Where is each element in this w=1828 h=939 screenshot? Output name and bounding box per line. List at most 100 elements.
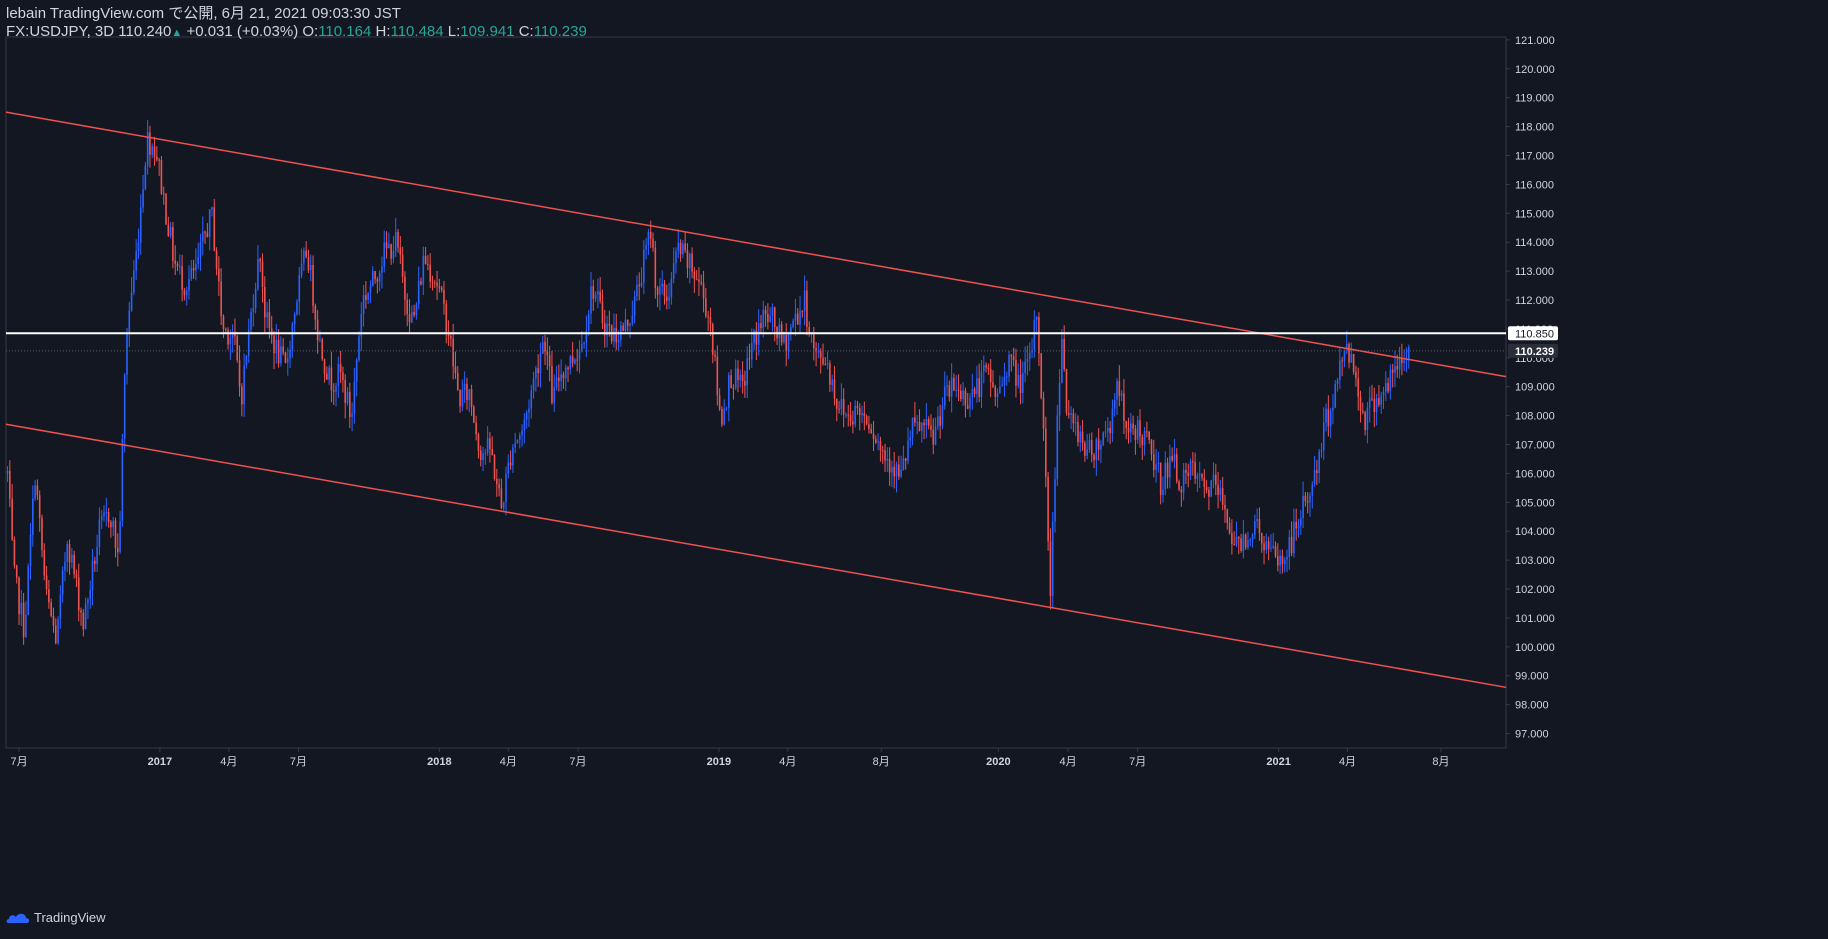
candle: [114, 520, 117, 548]
candle: [1173, 454, 1176, 461]
candle: [259, 259, 262, 262]
candle: [1146, 431, 1148, 433]
candle: [229, 338, 232, 345]
trendline-lower[interactable]: [5, 423, 1507, 689]
candle: [682, 243, 684, 255]
candle: [1005, 376, 1008, 378]
candle: [992, 382, 994, 387]
tradingview-brand[interactable]: TradingView: [6, 910, 106, 925]
candle: [82, 612, 85, 630]
candle: [234, 333, 236, 337]
price-tick-label: 109.000: [1515, 382, 1555, 394]
low-value: 109.941: [460, 23, 515, 40]
candle: [1244, 534, 1247, 548]
candle: [1159, 462, 1162, 496]
candle: [996, 393, 999, 398]
candle: [558, 377, 560, 382]
candle: [1387, 383, 1389, 392]
candle: [569, 356, 572, 370]
candle: [698, 279, 700, 282]
candle: [1189, 461, 1192, 476]
candle: [1008, 354, 1010, 377]
candle: [987, 367, 990, 369]
candle: [955, 389, 958, 391]
time-tick-label: 4月: [1059, 756, 1076, 768]
candle: [309, 265, 312, 271]
candle: [796, 313, 799, 325]
candle: [852, 421, 854, 425]
candle: [1364, 412, 1366, 430]
candle: [930, 425, 932, 430]
price-label-box: [1508, 343, 1558, 358]
candle: [1166, 462, 1169, 478]
candle: [9, 470, 11, 499]
candle: [38, 495, 41, 518]
candle: [934, 426, 937, 445]
candle: [617, 339, 620, 343]
candle: [185, 290, 188, 296]
candle: [22, 602, 25, 637]
candle: [803, 290, 806, 312]
candle: [688, 253, 691, 269]
candle: [174, 260, 177, 264]
candle: [1182, 469, 1185, 493]
candle: [1152, 454, 1155, 470]
candle: [231, 333, 234, 339]
candle: [1295, 521, 1298, 529]
low-label: L:: [447, 23, 461, 40]
candle: [1079, 431, 1082, 443]
candle: [332, 390, 335, 392]
price-tick-label: 104.000: [1515, 526, 1555, 538]
candle: [932, 429, 935, 445]
candle: [87, 599, 89, 604]
candle: [424, 255, 427, 265]
candle: [215, 250, 218, 269]
candle: [578, 350, 581, 360]
price-tick-label: 113.000: [1515, 266, 1554, 278]
candle: [755, 330, 758, 345]
candle: [835, 398, 838, 409]
candle: [643, 249, 645, 283]
candle: [507, 462, 510, 475]
candle: [337, 364, 340, 386]
candle: [273, 335, 275, 354]
cloud-logo-icon: [6, 913, 30, 923]
candle: [1251, 534, 1254, 540]
candle: [1350, 353, 1353, 363]
candle: [394, 232, 397, 252]
candle: [1327, 408, 1330, 427]
candle: [638, 284, 641, 287]
candle: [91, 560, 94, 590]
candle: [43, 549, 46, 576]
candle: [509, 462, 512, 466]
candle: [564, 367, 567, 379]
candle: [1407, 347, 1410, 359]
candle: [888, 458, 891, 473]
candle: [1072, 413, 1075, 424]
candle: [466, 383, 468, 401]
candle: [746, 358, 748, 386]
candle: [551, 366, 553, 403]
candle: [208, 209, 211, 237]
candle: [537, 368, 539, 374]
candle: [172, 227, 174, 261]
candle: [417, 281, 420, 305]
candle: [976, 378, 978, 395]
candle: [879, 441, 882, 451]
candle: [1214, 474, 1217, 485]
candle: [236, 336, 239, 361]
candle: [1067, 412, 1070, 415]
candle: [344, 379, 347, 403]
candle: [335, 385, 337, 392]
candle: [884, 450, 886, 461]
candle: [978, 378, 981, 398]
candle: [1056, 415, 1059, 480]
candle: [1086, 449, 1088, 456]
candle: [1130, 423, 1132, 433]
candle: [1322, 422, 1325, 450]
price-tick-label: 106.000: [1515, 468, 1555, 480]
candle: [1093, 454, 1095, 461]
candle: [1258, 519, 1261, 534]
candle: [454, 366, 457, 374]
